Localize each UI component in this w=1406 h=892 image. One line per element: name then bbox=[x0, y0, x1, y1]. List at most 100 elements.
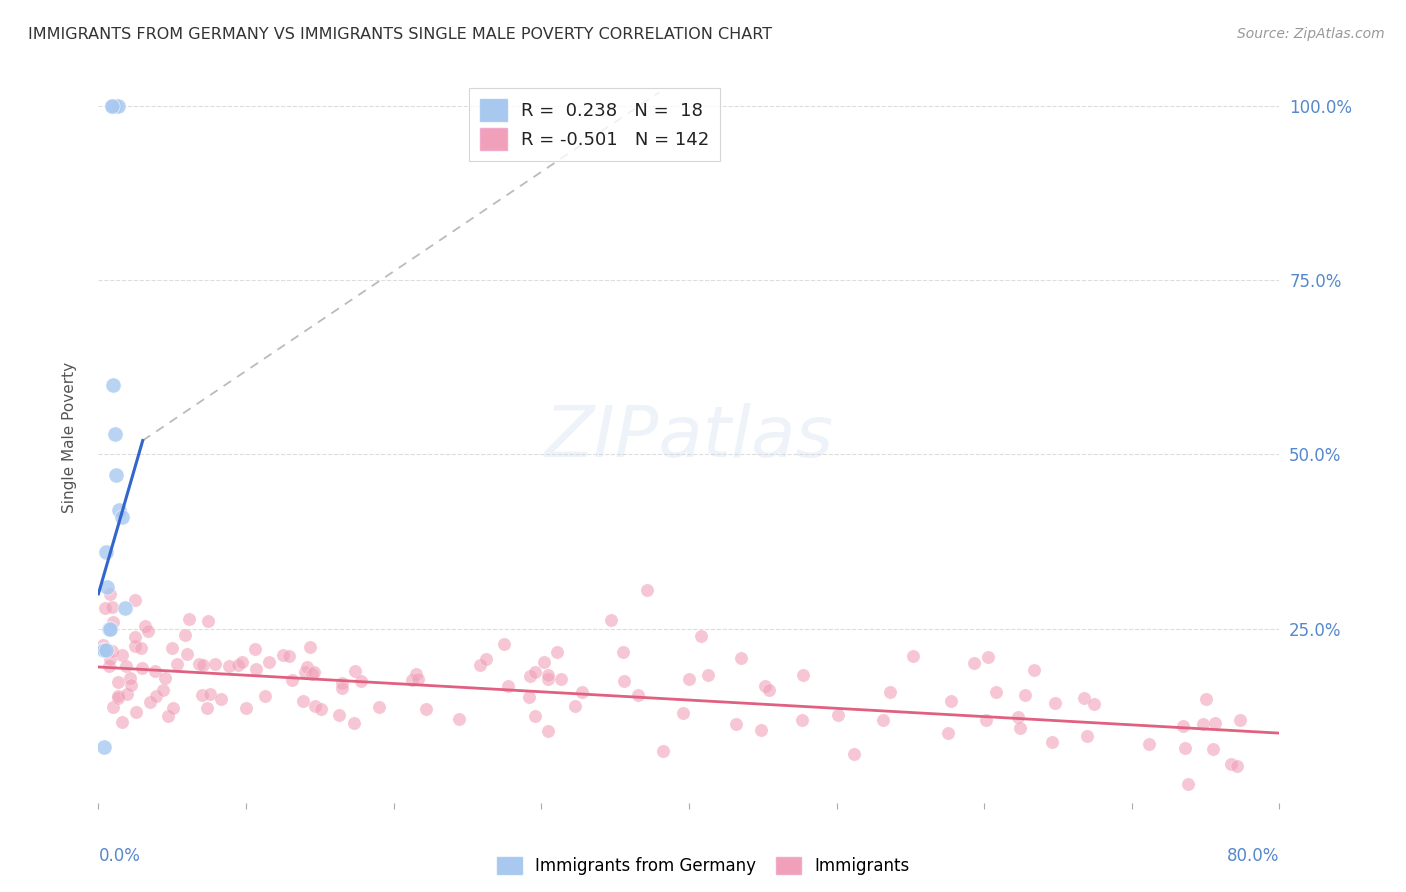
Y-axis label: Single Male Poverty: Single Male Poverty bbox=[62, 361, 77, 513]
Point bbox=[204, 657, 226, 671]
Point bbox=[190, 689, 212, 703]
Text: IMMIGRANTS FROM GERMANY VS IMMIGRANTS SINGLE MALE POVERTY CORRELATION CHART: IMMIGRANTS FROM GERMANY VS IMMIGRANTS SI… bbox=[28, 27, 772, 42]
Point bbox=[93, 740, 115, 755]
Point bbox=[827, 708, 849, 723]
Point bbox=[1137, 737, 1160, 751]
Point bbox=[939, 694, 962, 708]
Point bbox=[120, 677, 142, 691]
Point bbox=[145, 689, 167, 703]
Point bbox=[115, 687, 138, 701]
Point bbox=[100, 99, 122, 113]
Point bbox=[636, 583, 658, 598]
Point bbox=[1173, 741, 1195, 756]
Point bbox=[176, 647, 198, 661]
Point bbox=[157, 708, 180, 723]
Point bbox=[304, 699, 326, 714]
Point bbox=[100, 99, 122, 113]
Point bbox=[550, 673, 572, 687]
Point bbox=[209, 691, 232, 706]
Point bbox=[124, 640, 146, 654]
Point bbox=[174, 628, 197, 642]
Point bbox=[697, 667, 720, 681]
Point bbox=[651, 743, 673, 757]
Point bbox=[517, 690, 540, 705]
Point bbox=[1045, 696, 1067, 710]
Point bbox=[160, 641, 183, 656]
Point bbox=[111, 714, 134, 729]
Point bbox=[689, 629, 711, 643]
Point bbox=[139, 695, 162, 709]
Point bbox=[191, 658, 214, 673]
Point bbox=[235, 701, 257, 715]
Point bbox=[277, 648, 299, 663]
Point bbox=[93, 600, 115, 615]
Point bbox=[257, 655, 280, 669]
Point bbox=[613, 673, 636, 688]
Point bbox=[612, 645, 634, 659]
Point bbox=[1195, 691, 1218, 706]
Point bbox=[730, 651, 752, 665]
Legend: Immigrants from Germany, Immigrants: Immigrants from Germany, Immigrants bbox=[496, 856, 910, 875]
Point bbox=[468, 658, 491, 673]
Point bbox=[415, 702, 437, 716]
Point bbox=[343, 716, 366, 731]
Point bbox=[93, 642, 115, 657]
Point bbox=[1076, 729, 1098, 743]
Point bbox=[179, 612, 201, 626]
Point bbox=[152, 682, 174, 697]
Point bbox=[129, 641, 152, 656]
Point bbox=[571, 685, 593, 699]
Point bbox=[143, 664, 166, 678]
Text: 80.0%: 80.0% bbox=[1227, 847, 1279, 864]
Point bbox=[1040, 735, 1063, 749]
Point bbox=[104, 99, 127, 113]
Point bbox=[1014, 688, 1036, 702]
Point bbox=[98, 587, 121, 601]
Point bbox=[200, 687, 222, 701]
Point bbox=[678, 672, 700, 686]
Point bbox=[107, 690, 129, 705]
Point bbox=[104, 426, 127, 441]
Point bbox=[291, 694, 314, 708]
Point bbox=[125, 705, 148, 719]
Point bbox=[401, 673, 423, 687]
Point bbox=[254, 689, 277, 703]
Point bbox=[97, 622, 120, 636]
Point bbox=[103, 699, 125, 714]
Point bbox=[406, 672, 429, 686]
Point bbox=[197, 614, 219, 628]
Point bbox=[91, 638, 114, 652]
Point bbox=[1226, 759, 1249, 773]
Point bbox=[166, 657, 188, 672]
Point bbox=[536, 723, 558, 738]
Point bbox=[124, 593, 146, 607]
Point bbox=[758, 683, 780, 698]
Point bbox=[533, 655, 555, 669]
Point bbox=[124, 630, 146, 644]
Point bbox=[328, 708, 350, 723]
Point bbox=[107, 689, 129, 703]
Point bbox=[754, 679, 776, 693]
Point bbox=[1204, 716, 1226, 731]
Point bbox=[901, 649, 924, 664]
Point bbox=[226, 658, 249, 673]
Point bbox=[114, 600, 136, 615]
Point bbox=[188, 657, 211, 672]
Point bbox=[330, 675, 353, 690]
Text: ZIPatlas: ZIPatlas bbox=[544, 402, 834, 472]
Point bbox=[600, 613, 623, 627]
Point bbox=[1022, 663, 1045, 677]
Point bbox=[546, 645, 568, 659]
Point bbox=[984, 684, 1007, 698]
Point bbox=[367, 699, 389, 714]
Point bbox=[98, 652, 121, 666]
Point bbox=[111, 510, 134, 524]
Point bbox=[1010, 721, 1032, 735]
Point bbox=[94, 642, 117, 657]
Point bbox=[405, 667, 427, 681]
Point bbox=[162, 701, 184, 715]
Point bbox=[94, 545, 117, 559]
Point bbox=[273, 648, 295, 663]
Point bbox=[872, 713, 894, 727]
Point bbox=[1202, 742, 1225, 756]
